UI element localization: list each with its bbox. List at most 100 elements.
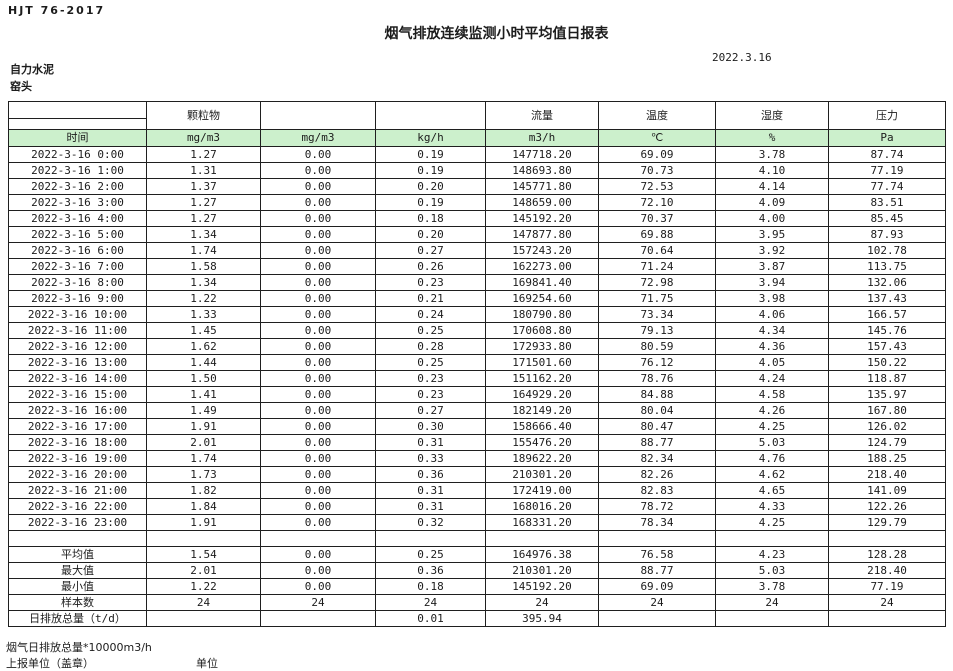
unit-cell-time: 时间 [8, 129, 147, 147]
data-cell: 145192.20 [485, 210, 599, 227]
report-date: 2022.3.16 [712, 51, 772, 64]
data-cell: 78.72 [598, 498, 716, 515]
unit-cell-kgh: kg/h [375, 129, 486, 147]
data-cell: 4.62 [715, 466, 829, 483]
data-cell: 4.25 [715, 418, 829, 435]
data-cell: 1.27 [146, 210, 261, 227]
hourly-data-row: 2022-3-16 5:00 1.34 0.00 0.20 147877.80 69.88… [8, 226, 946, 243]
header-cell-pressure: 压力 [828, 101, 946, 130]
hourly-data-row: 2022-3-16 0:00 1.27 0.00 0.19 147718.20 69.09… [8, 146, 946, 163]
header-cell-flow: 流量 [485, 101, 599, 130]
summary-cell: 77.19 [828, 578, 946, 595]
data-cell: 2022-3-16 17:00 [8, 418, 147, 435]
data-cell: 0.18 [375, 210, 486, 227]
data-cell: 0.00 [260, 322, 376, 339]
summary-cell: 145192.20 [485, 578, 599, 595]
data-cell: 4.76 [715, 450, 829, 467]
data-cell: 1.45 [146, 322, 261, 339]
summary-cell [146, 610, 261, 627]
data-cell: 3.94 [715, 274, 829, 291]
spacer-cell [8, 530, 147, 547]
data-cell: 4.24 [715, 370, 829, 387]
data-cell: 0.31 [375, 498, 486, 515]
data-cell: 0.28 [375, 338, 486, 355]
unit-label: 单位 [196, 657, 218, 670]
data-cell: 1.33 [146, 306, 261, 323]
data-cell: 182149.20 [485, 402, 599, 419]
unit-cell-mgm3: mg/m3 [146, 129, 261, 147]
data-cell: 1.82 [146, 482, 261, 499]
data-cell: 158666.40 [485, 418, 599, 435]
data-cell: 155476.20 [485, 434, 599, 451]
data-cell: 1.31 [146, 162, 261, 179]
data-cell: 0.00 [260, 402, 376, 419]
hourly-data-row: 2022-3-16 2:00 1.37 0.00 0.20 145771.80 72.53… [8, 178, 946, 195]
hourly-data-row: 2022-3-16 19:00 1.74 0.00 0.33 189622.20 82.3… [8, 450, 946, 467]
summary-cell: 24 [598, 594, 716, 611]
data-cell: 4.25 [715, 514, 829, 531]
data-cell: 77.19 [828, 162, 946, 179]
data-cell: 71.24 [598, 258, 716, 275]
data-cell: 2022-3-16 3:00 [8, 194, 147, 211]
data-cell: 0.30 [375, 418, 486, 435]
data-cell: 0.00 [260, 370, 376, 387]
data-cell: 188.25 [828, 450, 946, 467]
data-cell: 2022-3-16 13:00 [8, 354, 147, 371]
data-cell: 80.59 [598, 338, 716, 355]
data-cell: 87.93 [828, 226, 946, 243]
summary-cell: 24 [828, 594, 946, 611]
data-cell: 0.00 [260, 258, 376, 275]
data-cell: 3.78 [715, 146, 829, 163]
hourly-data-row: 2022-3-16 23:00 1.91 0.00 0.32 168331.20 78.3… [8, 514, 946, 531]
data-cell: 172933.80 [485, 338, 599, 355]
data-cell: 2022-3-16 1:00 [8, 162, 147, 179]
hourly-data-row: 2022-3-16 11:00 1.45 0.00 0.25 170608.80 79.1… [8, 322, 946, 339]
data-cell: 82.26 [598, 466, 716, 483]
data-cell: 166.57 [828, 306, 946, 323]
daily-total-note: 烟气日排放总量*10000m3/h [6, 641, 152, 654]
data-cell: 168331.20 [485, 514, 599, 531]
data-cell: 1.27 [146, 194, 261, 211]
hourly-data-row: 2022-3-16 22:00 1.84 0.00 0.31 168016.20 78.7… [8, 498, 946, 515]
data-cell: 1.91 [146, 514, 261, 531]
page-title: 烟气排放连续监测小时平均值日报表 [384, 26, 609, 42]
monitoring-data-table: 颗粒物 流量 温度 湿度 压力 时间 mg/m3 mg/m3 kg/h m3/h… [8, 101, 946, 627]
data-cell: 83.51 [828, 194, 946, 211]
spacer-row [8, 530, 946, 547]
data-cell: 71.75 [598, 290, 716, 307]
data-cell: 2022-3-16 11:00 [8, 322, 147, 339]
data-cell: 0.25 [375, 354, 486, 371]
hourly-data-row: 2022-3-16 18:00 2.01 0.00 0.31 155476.20 88.7… [8, 434, 946, 451]
hourly-data-row: 2022-3-16 12:00 1.62 0.00 0.28 172933.80 80.5… [8, 338, 946, 355]
data-cell: 145.76 [828, 322, 946, 339]
data-cell: 0.00 [260, 226, 376, 243]
summary-cell [715, 610, 829, 627]
data-cell: 137.43 [828, 290, 946, 307]
data-cell: 1.91 [146, 418, 261, 435]
data-cell: 147877.80 [485, 226, 599, 243]
data-cell: 88.77 [598, 434, 716, 451]
summary-cell: 210301.20 [485, 562, 599, 579]
data-cell: 77.74 [828, 178, 946, 195]
data-cell: 78.76 [598, 370, 716, 387]
hourly-data-row: 2022-3-16 17:00 1.91 0.00 0.30 158666.40 80.4… [8, 418, 946, 435]
data-cell: 129.79 [828, 514, 946, 531]
data-cell: 2022-3-16 15:00 [8, 386, 147, 403]
header-cell-temperature: 温度 [598, 101, 716, 130]
data-cell: 2022-3-16 21:00 [8, 482, 147, 499]
data-cell: 84.88 [598, 386, 716, 403]
data-cell: 170608.80 [485, 322, 599, 339]
hourly-data-row: 2022-3-16 8:00 1.34 0.00 0.23 169841.40 72.98… [8, 274, 946, 291]
data-cell: 2022-3-16 16:00 [8, 402, 147, 419]
data-cell: 4.10 [715, 162, 829, 179]
data-cell: 122.26 [828, 498, 946, 515]
group-header-row: 颗粒物 流量 温度 湿度 压力 [8, 101, 946, 130]
data-cell: 82.83 [598, 482, 716, 499]
data-cell: 0.23 [375, 386, 486, 403]
data-cell: 169841.40 [485, 274, 599, 291]
data-cell: 0.32 [375, 514, 486, 531]
data-cell: 5.03 [715, 434, 829, 451]
data-cell: 4.26 [715, 402, 829, 419]
summary-row: 日排放总量（t/d） 0.01 395.94 [8, 610, 946, 627]
header-cell-blank [260, 101, 376, 130]
